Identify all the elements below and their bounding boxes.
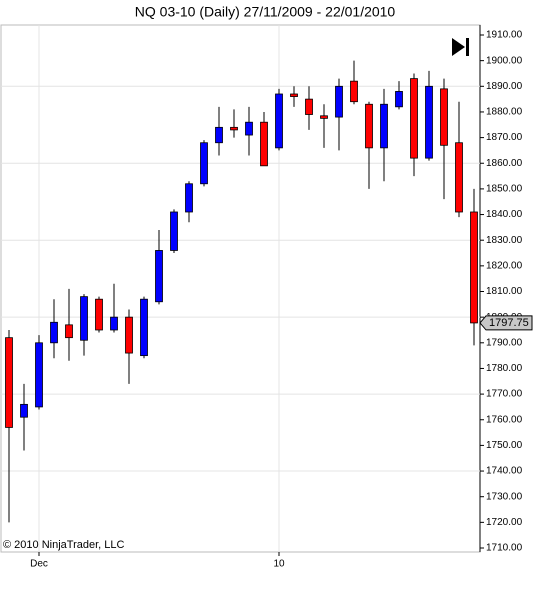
y-tick-label: 1880.00 — [486, 107, 523, 118]
candle-body — [50, 321, 58, 344]
candle-body — [245, 121, 253, 136]
candle-body — [395, 91, 403, 108]
y-tick-label: 1860.00 — [486, 158, 523, 169]
candle-body — [350, 80, 358, 103]
y-tick-label: 1810.00 — [486, 286, 523, 297]
candle-body — [5, 337, 13, 428]
y-tick-label: 1740.00 — [486, 466, 523, 477]
candle-body — [140, 298, 148, 357]
candle-body — [335, 85, 343, 118]
y-tick-label: 1720.00 — [486, 517, 523, 528]
candle-body — [155, 250, 163, 303]
y-tick-label: 1840.00 — [486, 209, 523, 220]
y-tick-label: 1850.00 — [486, 184, 523, 195]
candle-body — [20, 403, 28, 418]
candle-body — [260, 121, 268, 167]
candle-body — [35, 342, 43, 408]
candle-body — [305, 98, 313, 115]
y-tick-label: 1790.00 — [486, 337, 523, 348]
candle-body — [380, 103, 388, 149]
candle-body — [170, 211, 178, 251]
candle-body — [410, 78, 418, 159]
last-price-marker — [479, 315, 533, 331]
y-tick-label: 1910.00 — [486, 30, 523, 41]
last-price-label: 1797.75 — [489, 317, 529, 329]
candle-body — [365, 103, 373, 149]
candle-body — [125, 316, 133, 354]
go-to-end-icon[interactable] — [452, 38, 469, 56]
candle-body — [290, 93, 298, 97]
candle-body — [200, 142, 208, 185]
candle-body — [230, 126, 238, 131]
y-tick-label: 1870.00 — [486, 132, 523, 143]
candle-body — [185, 183, 193, 213]
candle-body — [440, 88, 448, 146]
x-tick-label: 10 — [273, 559, 285, 570]
y-tick-label: 1780.00 — [486, 363, 523, 374]
candle-body — [425, 85, 433, 159]
y-tick-label: 1890.00 — [486, 81, 523, 92]
candle-body — [95, 298, 103, 331]
y-tick-label: 1820.00 — [486, 260, 523, 271]
chart-title: NQ 03-10 (Daily) 27/11/2009 - 22/01/2010 — [135, 4, 396, 20]
y-tick-label: 1710.00 — [486, 543, 523, 554]
x-tick-label: Dec — [30, 559, 48, 570]
candle-body — [320, 115, 328, 119]
y-tick-label: 1750.00 — [486, 440, 523, 451]
y-tick-label: 1760.00 — [486, 414, 523, 425]
y-tick-label: 1900.00 — [486, 55, 523, 66]
candle-body — [65, 324, 73, 339]
candle-body — [80, 296, 88, 341]
candle-body — [470, 211, 478, 324]
y-tick-label: 1730.00 — [486, 491, 523, 502]
candle-body — [110, 316, 118, 331]
candle-body — [215, 126, 223, 144]
candle-body — [275, 93, 283, 149]
y-tick-label: 1830.00 — [486, 235, 523, 246]
candle-body — [455, 142, 463, 213]
y-tick-label: 1770.00 — [486, 389, 523, 400]
copyright: © 2010 NinjaTrader, LLC — [3, 539, 124, 551]
